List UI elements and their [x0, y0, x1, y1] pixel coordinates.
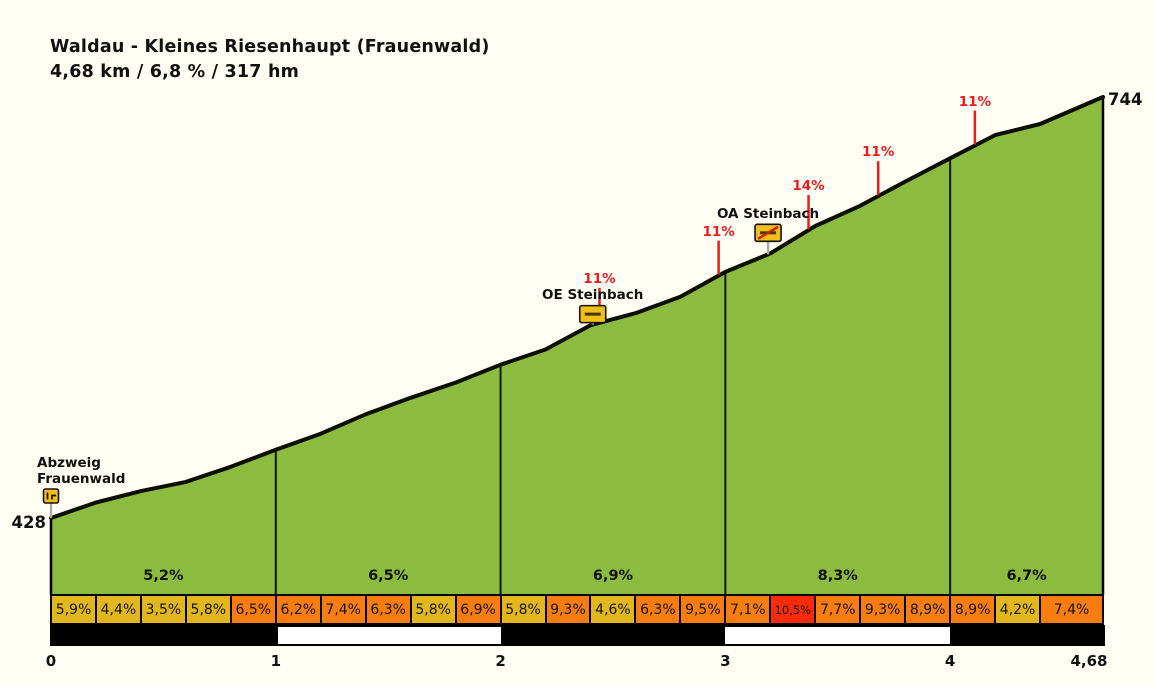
- profile-line: [49, 95, 1105, 520]
- segment-gradient-cell: 6,9%: [454, 594, 502, 625]
- junction-sign-icon: [42, 488, 60, 504]
- elevation-profile-area: [51, 97, 1103, 594]
- peak-elevation-label: 744: [1108, 90, 1143, 109]
- waypoint-label: OE Steinbach: [542, 287, 644, 304]
- segment-gradient-cell: 4,4%: [94, 594, 142, 625]
- x-axis-tick-label: 2: [495, 652, 506, 670]
- segment-gradient-cell: 7,1%: [724, 594, 772, 625]
- segment-gradient-cell: 4,2%: [994, 594, 1042, 625]
- segment-gradient-cell: 5,8%: [409, 594, 457, 625]
- waypoint-label: OA Steinbach: [716, 205, 820, 222]
- steepness-marker-label: 11%: [583, 270, 616, 287]
- segment-gradient-cell: 6,5%: [229, 594, 277, 625]
- segment-gradient-cell: 4,6%: [589, 594, 637, 625]
- km-average-gradient-label: 5,2%: [143, 568, 184, 584]
- waypoint-label: Frauenwald: [37, 470, 126, 487]
- waypoint-label: Abzweig: [37, 455, 101, 471]
- segment-gradient-cell: 6,3%: [364, 594, 412, 625]
- segment-gradient-cell: 3,5%: [139, 594, 187, 625]
- sign-strikethrough-glyph: [757, 225, 779, 240]
- km-band-black-section: [52, 627, 278, 644]
- km-distance-band: [50, 625, 1105, 646]
- steepness-marker-label: 11%: [702, 223, 735, 240]
- segment-gradient-cell: 5,8%: [184, 594, 232, 625]
- km-band-black-section: [500, 627, 726, 644]
- x-axis-tick-label: 1: [270, 652, 281, 670]
- segment-gradient-cell: 6,2%: [274, 594, 322, 625]
- segment-gradient-cell: 9,3%: [859, 594, 907, 625]
- segment-gradient-cell: 8,9%: [949, 594, 997, 625]
- segment-gradient-cell: 8,9%: [904, 594, 952, 625]
- km-average-gradient-label: 6,9%: [592, 568, 634, 584]
- waypoint-sign-post: [49, 502, 53, 518]
- page-title: Waldau - Kleines Riesenhaupt (Frauenwald…: [50, 37, 490, 57]
- x-axis-tick-label: 4: [944, 652, 956, 670]
- x-axis-tick-label: 4,68: [1070, 652, 1108, 670]
- climb-stats-subtitle: 4,68 km / 6,8 % / 317 hm: [50, 62, 300, 82]
- segment-gradient-cell: 5,9%: [50, 594, 97, 625]
- start-elevation-label: 428: [11, 513, 46, 532]
- waypoint-sign-post: [766, 240, 770, 255]
- x-axis-tick-label: 0: [45, 652, 57, 670]
- segment-gradient-cell: 9,3%: [544, 594, 592, 625]
- segment-gradient-cell: 7,4%: [1039, 594, 1104, 625]
- km-average-gradient-label: 6,5%: [368, 568, 409, 584]
- segment-gradient-cell: 10,5%: [769, 594, 817, 625]
- segment-gradient-cell: 7,7%: [814, 594, 862, 625]
- segment-gradient-cell: 6,3%: [634, 594, 682, 625]
- x-axis-tick-label: 3: [720, 652, 731, 670]
- sign-text-glyph: [584, 312, 601, 316]
- junction-glyph: [46, 492, 56, 500]
- km-average-gradient-label: 8,3%: [817, 568, 858, 584]
- km-band-black-section: [950, 627, 1103, 644]
- steepness-marker-label: 14%: [792, 178, 825, 195]
- steepness-marker-label: 11%: [862, 144, 895, 161]
- segment-gradient-cell: 7,4%: [319, 594, 367, 625]
- segment-gradient-cell: 5,8%: [499, 594, 547, 625]
- segment-gradient-cell: 9,5%: [679, 594, 727, 625]
- km-average-gradient-label: 6,7%: [1006, 568, 1047, 584]
- steepness-marker-label: 11%: [958, 93, 992, 110]
